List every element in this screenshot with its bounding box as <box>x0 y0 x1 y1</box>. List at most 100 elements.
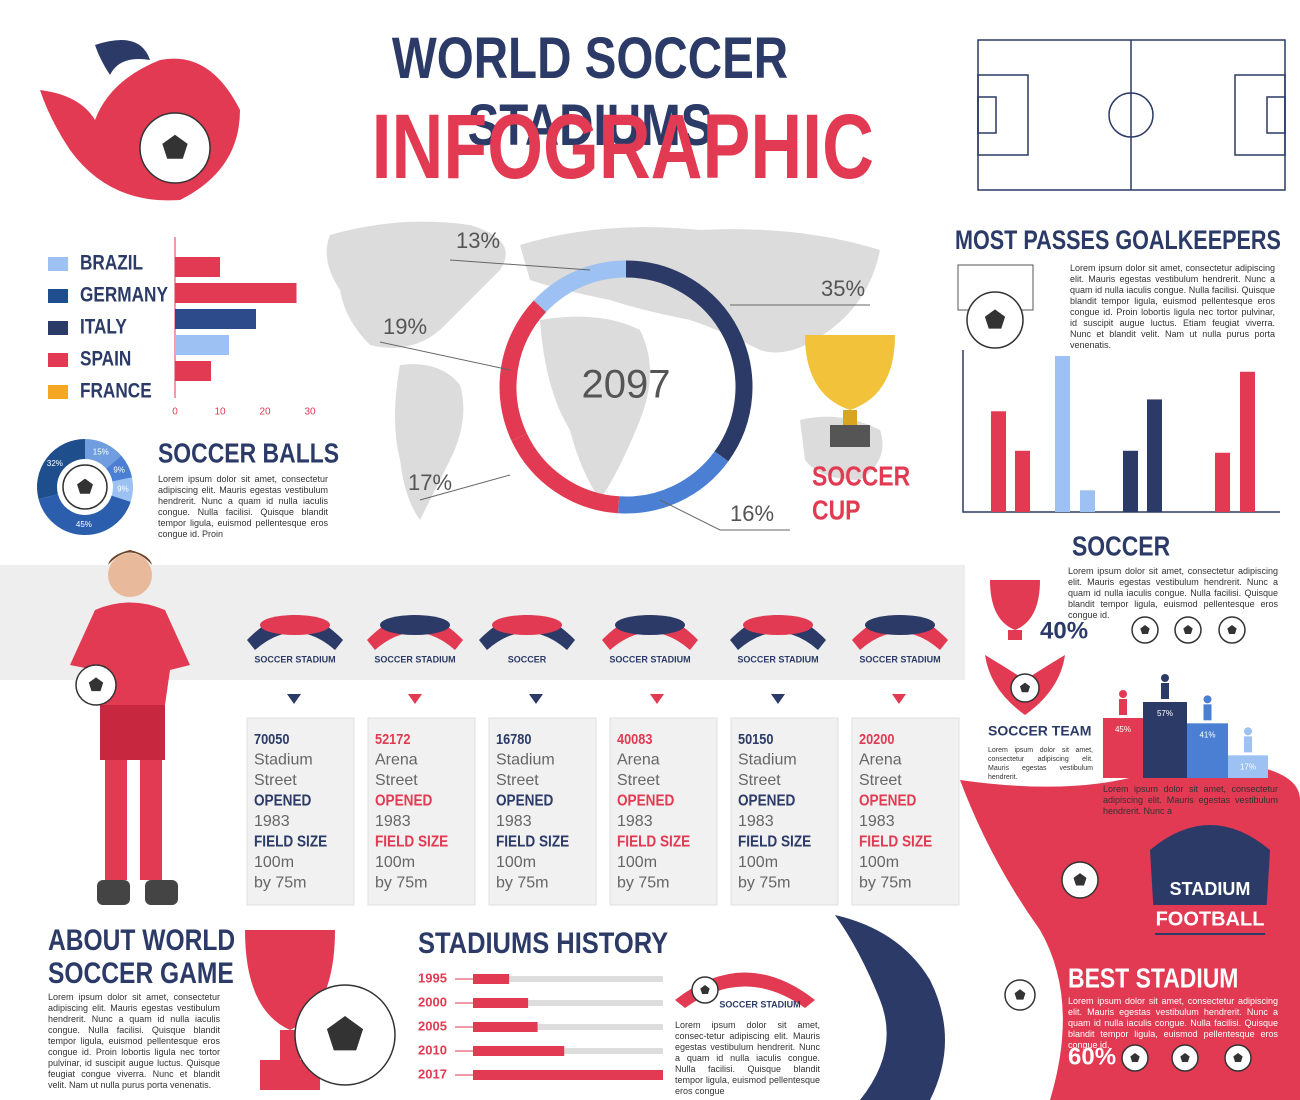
card-text: OPENED <box>496 793 554 810</box>
card-text: 100m <box>617 854 657 871</box>
value-label: 45% <box>76 520 92 529</box>
ball-patch <box>1130 1053 1140 1062</box>
bar <box>175 283 297 303</box>
value-label: 45% <box>1115 725 1131 734</box>
donut-segment <box>499 300 547 441</box>
ball-patch <box>984 309 1006 329</box>
value-label: 32% <box>47 459 63 468</box>
ball-patch <box>1073 873 1087 886</box>
card-text: 52172 <box>375 730 411 747</box>
card-text: OPENED <box>859 793 917 810</box>
card <box>730 717 839 906</box>
bar <box>1080 490 1095 512</box>
marker <box>408 694 422 704</box>
bar <box>1123 450 1138 512</box>
category-label: 2010 <box>418 1042 447 1057</box>
card-text: FIELD SIZE <box>738 834 811 851</box>
section-title: MOST PASSES GOALKEEPERS <box>955 226 1281 256</box>
x-tick-label: 0 <box>172 407 178 418</box>
paragraph: Lorem ipsum dolor sit amet, consectetur … <box>988 747 1093 781</box>
legend-label: BRAZIL <box>80 252 143 275</box>
ball-patch <box>1227 625 1237 634</box>
donut-segment <box>84 439 122 470</box>
section-title: BEST STADIUM <box>1068 963 1238 994</box>
section-title: SOCCER GAME <box>48 956 234 990</box>
value-label: 13% <box>456 228 500 253</box>
person-body <box>1119 699 1127 715</box>
track <box>473 1024 663 1030</box>
ball-patch <box>88 677 104 692</box>
card-text: by 75m <box>859 875 911 892</box>
section-title: STADIUMS HISTORY <box>418 926 669 959</box>
logo-text: SOCCER STADIUM <box>719 999 800 1009</box>
paragraph: Lorem ipsum dolor sit amet, consectetur … <box>1103 784 1278 816</box>
person-head <box>1161 674 1169 682</box>
card-text: Stadium <box>496 752 555 769</box>
card-text: 100m <box>859 854 899 871</box>
card-text: 16780 <box>496 730 532 747</box>
marker <box>892 694 906 704</box>
logo-text: SOCCER STADIUM <box>859 654 940 664</box>
value-label: 17% <box>1240 762 1256 771</box>
card-text: by 75m <box>617 875 669 892</box>
marker <box>771 694 785 704</box>
legend-label: GERMANY <box>80 284 168 307</box>
track <box>473 976 663 982</box>
badge-text: STADIUM <box>1170 879 1251 899</box>
paragraph: Lorem ipsum dolor sit amet, consectetur … <box>1068 996 1278 1050</box>
world-map <box>326 221 883 520</box>
flame <box>95 40 150 75</box>
leader-line <box>659 499 790 531</box>
card-text: by 75m <box>496 875 548 892</box>
leader-line <box>449 259 591 271</box>
pitch <box>977 39 1286 191</box>
legend-swatch <box>48 289 68 303</box>
category-label: 2005 <box>418 1018 447 1033</box>
flame-navy <box>835 915 945 1100</box>
ball-patch <box>1233 1053 1243 1062</box>
card-text: FIELD SIZE <box>254 834 327 851</box>
card-text: FIELD SIZE <box>859 834 932 851</box>
card-text: FIELD SIZE <box>617 834 690 851</box>
person-head <box>1119 690 1127 698</box>
stadium-roof <box>380 615 450 635</box>
legend-swatch <box>48 321 68 335</box>
card-text: Stadium <box>738 752 797 769</box>
legend-label: SPAIN <box>80 348 131 371</box>
donut-segment <box>618 451 729 514</box>
ball-patch <box>1180 1053 1190 1062</box>
card-text: by 75m <box>738 875 790 892</box>
badge-text: FOOTBALL <box>1156 908 1265 930</box>
value-label: 41% <box>1199 730 1215 739</box>
legend-swatch <box>48 353 68 367</box>
paragraph: Lorem ipsum dolor sit amet, consec-tetur… <box>675 1020 820 1096</box>
value-label: 57% <box>1157 709 1173 718</box>
donut-segment <box>511 433 620 514</box>
card-text: Arena <box>375 752 418 769</box>
card-text: Street <box>254 772 297 789</box>
card-text: OPENED <box>375 793 433 810</box>
bar <box>175 361 211 381</box>
value-label: 19% <box>383 314 427 339</box>
stadium-roof <box>865 615 935 635</box>
bar <box>1147 399 1162 512</box>
logo-text: SOCCER STADIUM <box>737 654 818 664</box>
card-text: 100m <box>496 854 536 871</box>
trophy-gold <box>805 335 895 447</box>
cup-icon <box>990 580 1040 640</box>
card-text: Stadium <box>254 752 313 769</box>
marker <box>529 694 543 704</box>
category-label: 2000 <box>418 994 447 1009</box>
card-text: OPENED <box>617 793 675 810</box>
bar <box>473 1070 663 1080</box>
podium-bar <box>1103 718 1143 778</box>
paragraph: Lorem ipsum dolor sit amet, consectetur … <box>158 474 328 539</box>
value-label: 16% <box>730 501 774 526</box>
leader-line <box>379 341 511 371</box>
card-text: 70050 <box>254 730 290 747</box>
card-text: 1983 <box>254 813 290 830</box>
bar <box>473 1022 538 1032</box>
section-title: SOCCER BALLS <box>158 438 339 469</box>
